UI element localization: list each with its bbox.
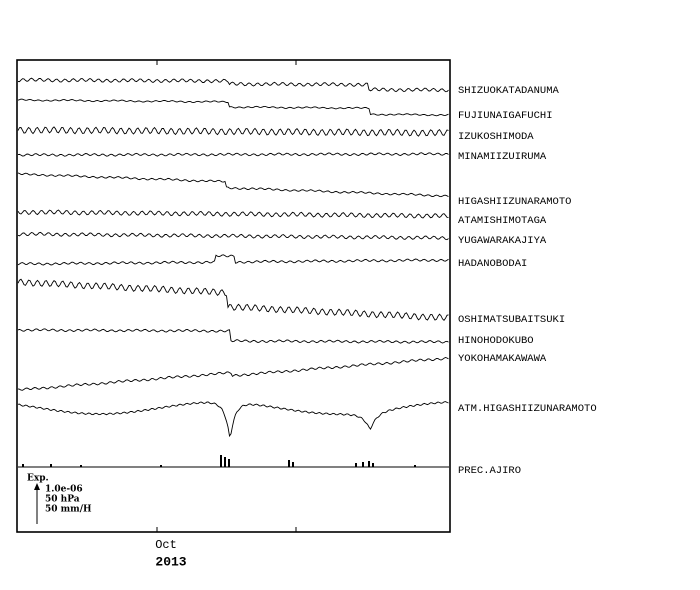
station-label: ATAMISHIMOTAGA — [458, 215, 547, 227]
trace — [17, 98, 449, 117]
station-label: HIGASHIIZUNARAMOTO — [458, 196, 571, 208]
trace — [17, 209, 449, 219]
station-label: FUJIUNAIGAFUCHI — [458, 110, 553, 122]
rain-bar — [50, 464, 52, 467]
rain-bar — [220, 455, 222, 467]
x-month: Oct — [155, 538, 177, 552]
station-label: HADANOBODAI — [458, 258, 527, 270]
station-label: SHIZUOKATADANUMA — [458, 85, 560, 97]
scale-arrow — [34, 483, 40, 490]
rain-bar — [224, 457, 226, 467]
scale-pressure: 50 hPa — [45, 495, 80, 505]
trace — [17, 126, 449, 137]
rain-bar — [355, 463, 357, 467]
rain-bar — [372, 463, 374, 467]
station-label: IZUKOSHIMODA — [458, 131, 534, 143]
scale-title: Exp. — [27, 474, 49, 484]
trace — [17, 152, 449, 157]
trace — [17, 357, 449, 391]
scale-strain: 1.0e-06 — [45, 485, 83, 495]
trace — [17, 254, 449, 266]
trace — [17, 401, 449, 438]
rain-bar — [288, 460, 290, 467]
trace — [17, 77, 449, 93]
station-label: ATM.HIGASHIIZUNARAMOTO — [458, 403, 597, 415]
traces: SHIZUOKATADANUMA FUJIUNAIGAFUCHI IZUKOSHIM… — [17, 77, 597, 477]
trace — [17, 278, 449, 321]
station-label: MINAMIIZUIRUMA — [458, 151, 547, 163]
station-label: YUGAWARAKAJIYA — [458, 235, 547, 247]
rain-bar — [362, 462, 364, 467]
rain-bar — [160, 465, 162, 467]
rain-bar — [228, 459, 230, 467]
x-year: 2013 — [155, 554, 186, 569]
station-label: PREC.AJIRO — [458, 465, 521, 477]
trace — [17, 172, 449, 198]
trace — [17, 231, 449, 241]
rain-bar — [368, 461, 370, 467]
rain-bar — [292, 462, 294, 467]
scale-rain: 50 mm/H — [45, 505, 92, 515]
rain-bar — [22, 464, 24, 467]
station-label: OSHIMATSUBAITSUKI — [458, 314, 565, 326]
station-label: YOKOHAMAKAWAWA — [458, 353, 547, 365]
station-label: HINOHODOKUBO — [458, 335, 534, 347]
rain-bar — [80, 465, 82, 467]
plot-frame — [16, 59, 451, 533]
rain-bar — [414, 465, 416, 467]
trace — [17, 328, 449, 344]
